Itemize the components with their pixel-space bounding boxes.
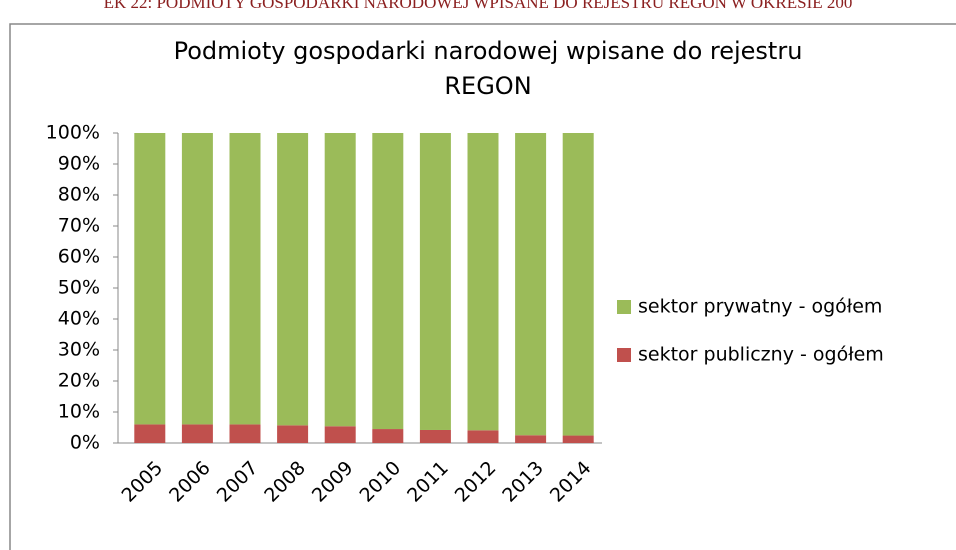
chart-title: Podmioty gospodarki narodowej wpisane do… xyxy=(174,37,803,65)
legend-label: sektor prywatny - ogółem xyxy=(638,296,882,318)
legend-swatch xyxy=(617,300,631,314)
y-tick-label: 100% xyxy=(46,122,100,144)
bar-segment xyxy=(562,133,594,436)
bar-segment xyxy=(324,133,356,427)
y-tick-label: 40% xyxy=(58,308,100,330)
bar-segment xyxy=(562,435,594,443)
y-tick-label: 50% xyxy=(58,277,100,299)
bar-segment xyxy=(229,424,261,443)
bar-segment xyxy=(229,133,261,425)
bar-segment xyxy=(419,429,451,443)
bar-segment xyxy=(277,425,309,443)
bar-segment xyxy=(277,133,309,426)
y-tick-label: 80% xyxy=(58,184,100,206)
bar-segment xyxy=(515,133,547,436)
y-tick-label: 10% xyxy=(58,401,100,423)
bar-segment xyxy=(181,133,213,425)
y-tick-label: 60% xyxy=(58,246,100,268)
bar-segment xyxy=(324,426,356,443)
bar-segment xyxy=(134,424,166,443)
bar-segment xyxy=(467,430,499,443)
y-tick-label: 90% xyxy=(58,153,100,175)
bar-segment xyxy=(134,133,166,425)
legend-swatch xyxy=(617,348,631,362)
bar-segment xyxy=(372,429,404,443)
bar-segment xyxy=(419,133,451,430)
bar-segment xyxy=(372,133,404,430)
chart-title: REGON xyxy=(444,72,531,100)
y-tick-label: 0% xyxy=(70,432,100,454)
y-tick-label: 70% xyxy=(58,215,100,237)
y-tick-label: 30% xyxy=(58,339,100,361)
legend-label: sektor publiczny - ogółem xyxy=(638,344,884,366)
bar-segment xyxy=(467,133,499,431)
caption: EK 22: PODMIOTY GOSPODARKI NARODOWEJ WPI… xyxy=(104,0,853,12)
bar-segment xyxy=(515,435,547,443)
bar-segment xyxy=(181,424,213,443)
y-tick-label: 20% xyxy=(58,370,100,392)
